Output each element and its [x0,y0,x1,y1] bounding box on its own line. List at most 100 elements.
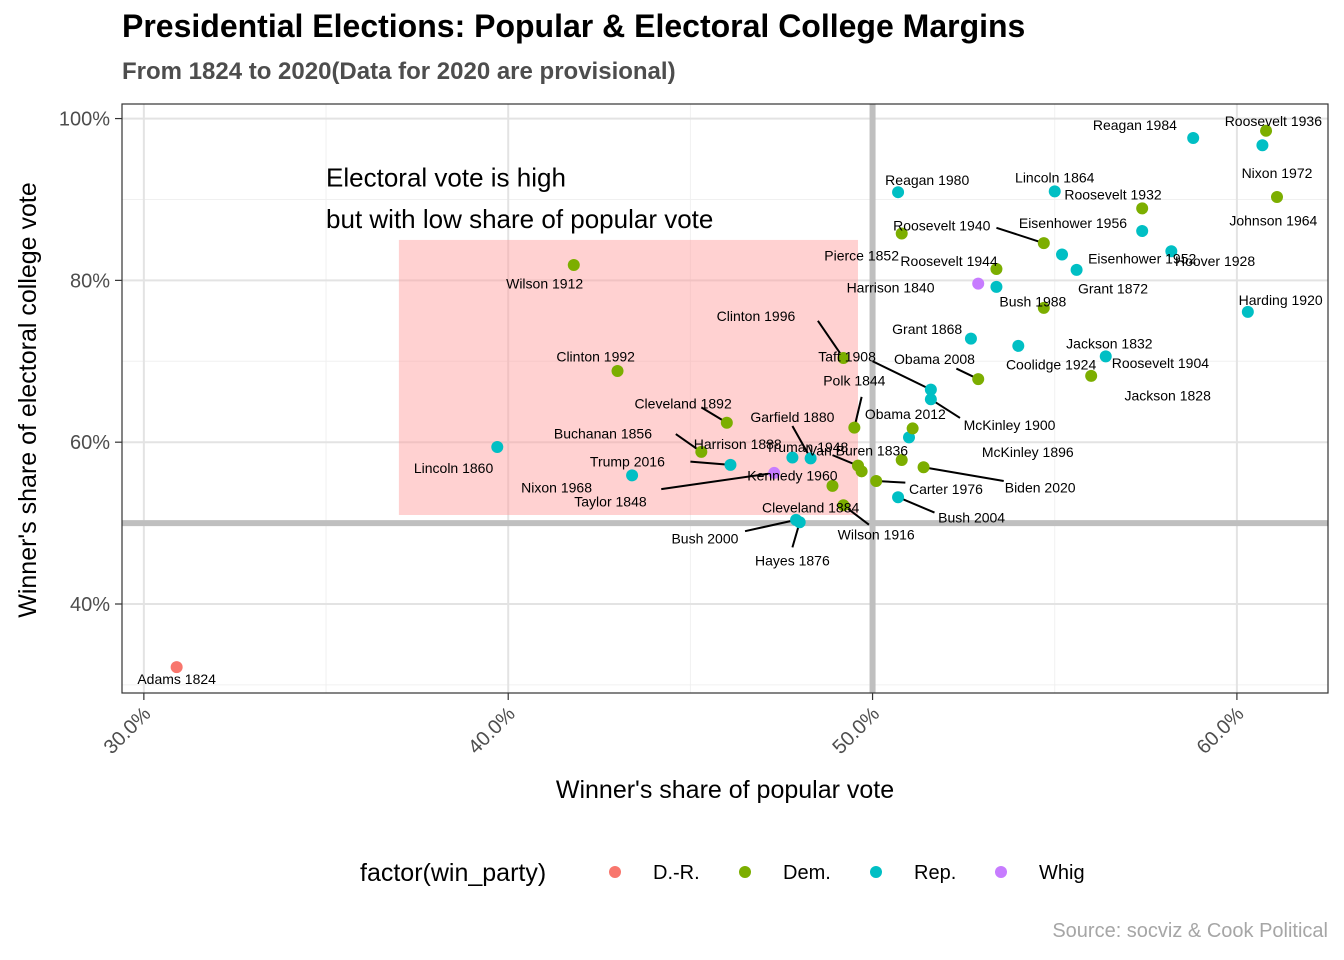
label-roosevelt-1936: Roosevelt 1936 [1225,113,1323,129]
point-harrison-1840 [972,277,985,290]
point-jackson-1832 [1037,301,1050,314]
label-trump-2016: Trump 2016 [590,454,665,470]
point-taylor-1848 [768,466,781,479]
label-jackson-1828: Jackson 1828 [1124,387,1211,403]
label-nixon-1968: Nixon 1968 [521,479,592,495]
point-harding-1920 [1241,305,1254,318]
point-hoover-1928 [1165,245,1178,258]
label-polk-1844: Polk 1844 [823,373,885,389]
label-pierce-1852: Pierce 1852 [824,247,899,263]
label-harrison-1840: Harrison 1840 [847,280,935,296]
point-bush-1988 [990,280,1003,293]
x-tick-label: 40.0% [464,703,520,759]
point-roosevelt-1936 [1260,124,1273,137]
label-van-buren-1836: Van Buren 1836 [808,442,908,458]
point-obama-2012 [906,422,919,435]
label-mckinley-1900: McKinley 1900 [964,417,1056,433]
leader-taft-1908 [872,360,932,391]
point-grant-1872 [1070,263,1083,276]
label-roosevelt-1904: Roosevelt 1904 [1112,355,1210,371]
point-wilson-1916 [837,499,850,512]
point-carter-1976 [870,475,883,488]
leader-bush-2004 [897,496,935,514]
label-roosevelt-1932: Roosevelt 1932 [1064,187,1162,203]
label-bush-2004: Bush 2004 [938,509,1005,525]
label-leaders [661,226,1045,548]
point-harrison-1888 [786,451,799,464]
leader-bush-2000 [744,518,797,533]
annotation-line-2: but with low share of popular vote [326,204,713,234]
point-obama-2008 [972,373,985,386]
label-carter-1976: Carter 1976 [909,481,983,497]
point-roosevelt-1932 [1136,202,1149,215]
x-tick-label: 60.0% [1193,703,1249,759]
y-axis-title: Winner's share of electoral college vote [14,182,42,618]
label-lincoln-1864: Lincoln 1864 [1015,170,1095,186]
legend-label-dem-: Dem. [783,862,831,884]
legend-key-d-r- [609,866,621,878]
label-obama-2012: Obama 2012 [865,406,946,422]
point-clinton-1996 [837,352,850,365]
leader-garfield-1880 [791,425,812,459]
label-grant-1872: Grant 1872 [1078,280,1148,296]
point-nixon-1968 [626,469,639,482]
label-clinton-1992: Clinton 1992 [556,348,635,364]
plot-panel [122,104,1328,693]
y-tick-label: 60% [70,432,110,454]
label-taft-1908: Taft 1908 [818,348,876,364]
point-johnson-1964 [1270,191,1283,204]
point-cleveland-1892 [720,416,733,429]
label-cleveland-1884: Cleveland 1884 [762,500,860,516]
point-reagan-1984 [1187,131,1200,144]
point-adams-1824 [170,661,183,674]
chart-subtitle: From 1824 to 2020(Data for 2020 are prov… [122,58,676,85]
label-johnson-1964: Johnson 1964 [1229,213,1317,229]
label-harrison-1888: Harrison 1888 [694,436,782,452]
legend-key-whig [995,866,1007,878]
point-trump-2016 [724,458,737,471]
label-kennedy-1960: Kennedy 1960 [747,467,838,483]
label-reagan-1980: Reagan 1980 [885,172,969,188]
point-taft-1908 [924,383,937,396]
point-eisenhower-1952 [1056,248,1069,261]
label-reagan-1984: Reagan 1984 [1093,117,1177,133]
label-grant-1868: Grant 1868 [892,321,962,337]
annotation-line-1: Electoral vote is high [326,163,566,193]
legend-key-dem- [739,866,751,878]
legend-label-rep-: Rep. [914,862,956,884]
leader-trump-2016 [690,460,731,466]
label-cleveland-1892: Cleveland 1892 [634,395,732,411]
point-lincoln-1860 [491,441,504,454]
point-biden-2020 [917,461,930,474]
point-lincoln-1864 [1048,185,1061,198]
label-mckinley-1896: McKinley 1896 [982,444,1074,460]
point-grant-1868 [964,332,977,345]
point-roosevelt-1940 [1037,237,1050,250]
label-wilson-1916: Wilson 1916 [838,526,915,542]
x-axis-ticks: 30.0% 40.0% 50.0% 60.0% [100,693,1249,759]
chart-title: Presidential Elections: Popular & Electo… [122,8,1026,44]
label-harding-1920: Harding 1920 [1239,292,1323,308]
y-axis-ticks: 40% 60% 80% 100% [59,109,122,616]
point-bush-2004 [892,491,905,504]
label-bush-1988: Bush 1988 [999,293,1066,309]
label-eisenhower-1956: Eisenhower 1956 [1019,215,1127,231]
label-coolidge-1924: Coolidge 1924 [1006,357,1097,373]
point-roosevelt-1944 [990,263,1003,276]
label-wilson-1912: Wilson 1912 [506,276,583,292]
source-caption: Source: socviz & Cook Political [1052,920,1328,942]
point-eisenhower-1956 [1136,225,1149,238]
point-mckinley-1900 [924,393,937,406]
x-tick-label: 50.0% [828,703,884,759]
point-buchanan-1856 [695,445,708,458]
label-eisenhower-1952: Eisenhower 1952 [1088,251,1196,267]
label-lincoln-1860: Lincoln 1860 [414,460,494,476]
label-biden-2020: Biden 2020 [1005,479,1076,495]
point-pierce-1852 [895,227,908,240]
legend-title: factor(win_party) [360,859,546,887]
point-wilson-1912 [567,259,580,272]
point-garfield-1880 [804,452,817,465]
leader-taylor-1848 [661,471,775,491]
point-van-buren-1836 [895,453,908,466]
